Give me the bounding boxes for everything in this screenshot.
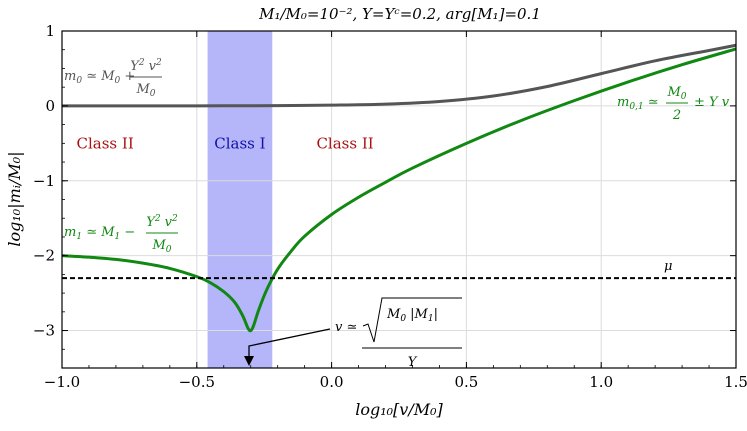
y-tick-label: −2 — [33, 247, 55, 265]
series-m0-line — [62, 43, 737, 108]
annotation-mu: μ — [664, 259, 672, 274]
svg-text:v ≃: v ≃ — [335, 320, 357, 335]
y-tick-label: 0 — [45, 97, 55, 115]
svg-text:M0: M0 — [151, 238, 171, 255]
svg-text:Y: Y — [408, 355, 418, 370]
x-tick-label: 1.5 — [724, 373, 747, 391]
x-tick-label: 1.0 — [589, 373, 613, 391]
annotation-m01: m0,1 ≃ M0 2 ± Y v — [617, 85, 730, 123]
y-tick-label: 1 — [45, 22, 55, 40]
svg-text:m1 ≃ M1 −: m1 ≃ M1 − — [64, 225, 135, 242]
annotation-m0: m0 ≃ M0 + Y2 v2 M0 — [64, 58, 162, 99]
svg-text:m0 ≃ M0 +: m0 ≃ M0 + — [64, 69, 135, 86]
region-label: Class II — [77, 134, 134, 152]
y-tick-label: −3 — [33, 322, 55, 340]
class-i-band — [207, 31, 273, 368]
svg-text:Y2 v2: Y2 v2 — [130, 58, 162, 74]
series-m01-line — [61, 47, 737, 333]
y-axis-label: log₁₀|mᵢ/M₀| — [5, 151, 24, 246]
annotation-m1: m1 ≃ M1 − Y2 v2 M0 — [64, 214, 178, 255]
svg-text:M0: M0 — [666, 85, 686, 102]
x-tick-label: 0.0 — [320, 373, 344, 391]
y-tick-label: −1 — [33, 172, 55, 190]
svg-text:M0: M0 — [135, 82, 155, 99]
annotation-v-arrowhead — [244, 356, 254, 366]
chart-title: M₁/M₀=10⁻², Y=Yᶜ=0.2, arg[M₁]=0.1 — [258, 5, 541, 23]
region-label: Class II — [316, 134, 373, 152]
x-tick-label: −0.5 — [179, 373, 215, 391]
svg-text:Y2 v2: Y2 v2 — [146, 214, 178, 230]
annotation-v: v ≃ M0 |M1| Y — [335, 297, 462, 370]
x-axis-label: log₁₀[v/M₀] — [355, 400, 443, 419]
svg-text:± Y v: ± Y v — [694, 95, 730, 110]
svg-text:M0 |M1|: M0 |M1| — [386, 307, 438, 324]
x-tick-label: −1.0 — [44, 373, 80, 391]
svg-text:2: 2 — [672, 108, 681, 123]
svg-text:m0,1 ≃: m0,1 ≃ — [617, 95, 659, 112]
x-tick-label: 0.5 — [454, 373, 478, 391]
region-label: Class I — [214, 134, 265, 152]
